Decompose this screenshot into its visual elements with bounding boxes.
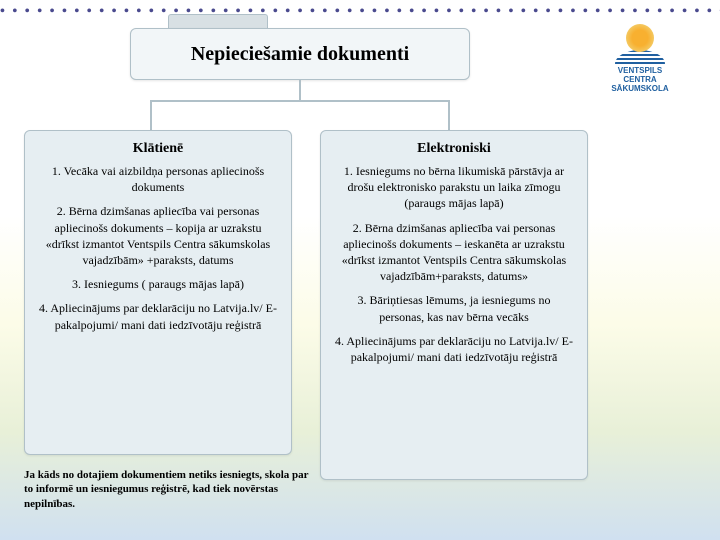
list-item: 4. Apliecinājums par deklarāciju no Latv… bbox=[335, 333, 573, 365]
list-item: 3. Bāriņtiesas lēmums, ja iesniegums no … bbox=[335, 292, 573, 324]
page-title: Nepieciešamie dokumenti bbox=[191, 43, 409, 66]
waves-icon bbox=[615, 50, 665, 64]
list-item: 4. Apliecinājums par deklarāciju no Latv… bbox=[39, 300, 277, 332]
list-item: 3. Iesniegums ( paraugs mājas lapā) bbox=[39, 276, 277, 292]
footer-note: Ja kāds no dotajiem dokumentiem netiks i… bbox=[24, 468, 314, 511]
list-item: 2. Bērna dzimšanas apliecība vai persona… bbox=[39, 203, 277, 268]
title-box: Nepieciešamie dokumenti bbox=[130, 28, 470, 80]
column-heading-left: Klātienē bbox=[39, 141, 277, 157]
column-in-person: Klātienē 1. Vecāka vai aizbildņa persona… bbox=[24, 130, 292, 455]
tab-connector bbox=[168, 14, 268, 28]
connector-horizontal bbox=[150, 100, 450, 102]
connector-left-drop bbox=[150, 100, 152, 130]
list-item: 1. Vecāka vai aizbildņa personas aplieci… bbox=[39, 163, 277, 195]
column-electronic: Elektroniski 1. Iesniegums no bērna liku… bbox=[320, 130, 588, 480]
connector-vertical bbox=[299, 80, 301, 100]
logo-text: VENTSPILS CENTRA SĀKUMSKOLA bbox=[611, 67, 668, 93]
sun-icon bbox=[626, 24, 654, 52]
decorative-dots-border: • • • • • • • • • • • • • • • • • • • • … bbox=[0, 4, 720, 20]
column-heading-right: Elektroniski bbox=[335, 141, 573, 157]
list-item: 2. Bērna dzimšanas apliecība vai persona… bbox=[335, 220, 573, 285]
connector-right-drop bbox=[448, 100, 450, 130]
school-logo: VENTSPILS CENTRA SĀKUMSKOLA bbox=[580, 24, 700, 94]
logo-line3: SĀKUMSKOLA bbox=[611, 85, 668, 94]
list-item: 1. Iesniegums no bērna likumiskā pārstāv… bbox=[335, 163, 573, 212]
